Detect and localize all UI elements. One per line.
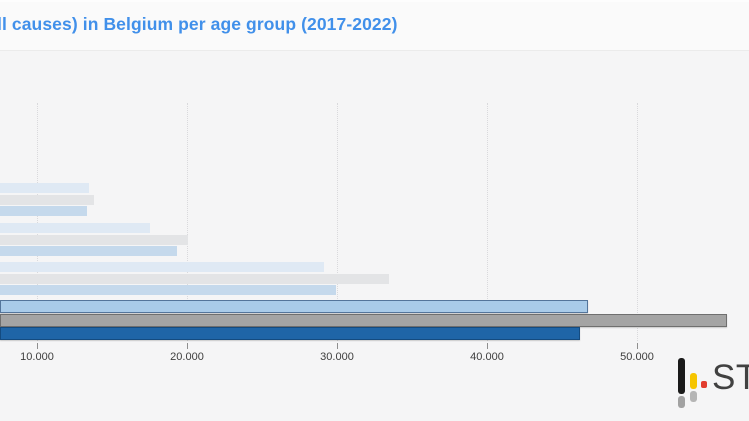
bar-age-group-2-series-dark-blue[interactable]	[0, 246, 177, 256]
bar-age-group-1-series-light-blue[interactable]	[0, 183, 89, 193]
x-axis-tick	[337, 343, 338, 349]
gridline	[637, 103, 638, 341]
x-axis-tick-label: 30.000	[320, 351, 354, 363]
x-axis-tick-label: 40.000	[470, 351, 504, 363]
chart-area: 10.000 20.000 30.000 40.000 50.000 ST	[0, 52, 749, 421]
x-axis-tick	[187, 343, 188, 349]
x-axis-tick	[37, 343, 38, 349]
bar-age-group-2-series-light-blue[interactable]	[0, 223, 151, 233]
gridline	[487, 103, 488, 341]
x-axis-tick	[637, 343, 638, 349]
chart-title: ll causes) in Belgium per age group (201…	[0, 14, 398, 34]
gridline	[37, 103, 38, 341]
x-axis-tick	[487, 343, 488, 349]
x-axis-tick-label: 20.000	[170, 351, 204, 363]
bar-age-group-3-series-gray[interactable]	[0, 273, 389, 284]
x-axis-tick-label: 10.000	[20, 351, 54, 363]
bar-age-group-2-series-gray[interactable]	[0, 234, 188, 245]
bar-age-group-4-series-gray[interactable]	[0, 313, 727, 327]
bar-age-group-4-series-dark-blue[interactable]	[0, 327, 580, 340]
logo-text: ST	[712, 358, 749, 397]
x-axis-tick-label: 50.000	[620, 351, 654, 363]
logo-red-dot-icon	[701, 381, 707, 388]
statbel-logo: ST	[676, 352, 749, 412]
logo-black-bar-icon	[678, 358, 685, 394]
chart-header: ll causes) in Belgium per age group (201…	[0, 0, 749, 51]
bar-age-group-3-series-dark-blue[interactable]	[0, 285, 336, 295]
bar-age-group-4-series-light-blue[interactable]	[0, 300, 588, 313]
bar-age-group-1-series-gray[interactable]	[0, 194, 94, 205]
bar-age-group-1-series-dark-blue[interactable]	[0, 206, 88, 216]
bar-age-group-3-series-light-blue[interactable]	[0, 262, 325, 272]
logo-yellow-bar-stem-icon	[690, 391, 697, 402]
logo-yellow-bar-icon	[690, 373, 697, 389]
gridline	[337, 103, 338, 341]
gridline	[187, 103, 188, 341]
logo-black-bar-stem-icon	[678, 396, 685, 408]
